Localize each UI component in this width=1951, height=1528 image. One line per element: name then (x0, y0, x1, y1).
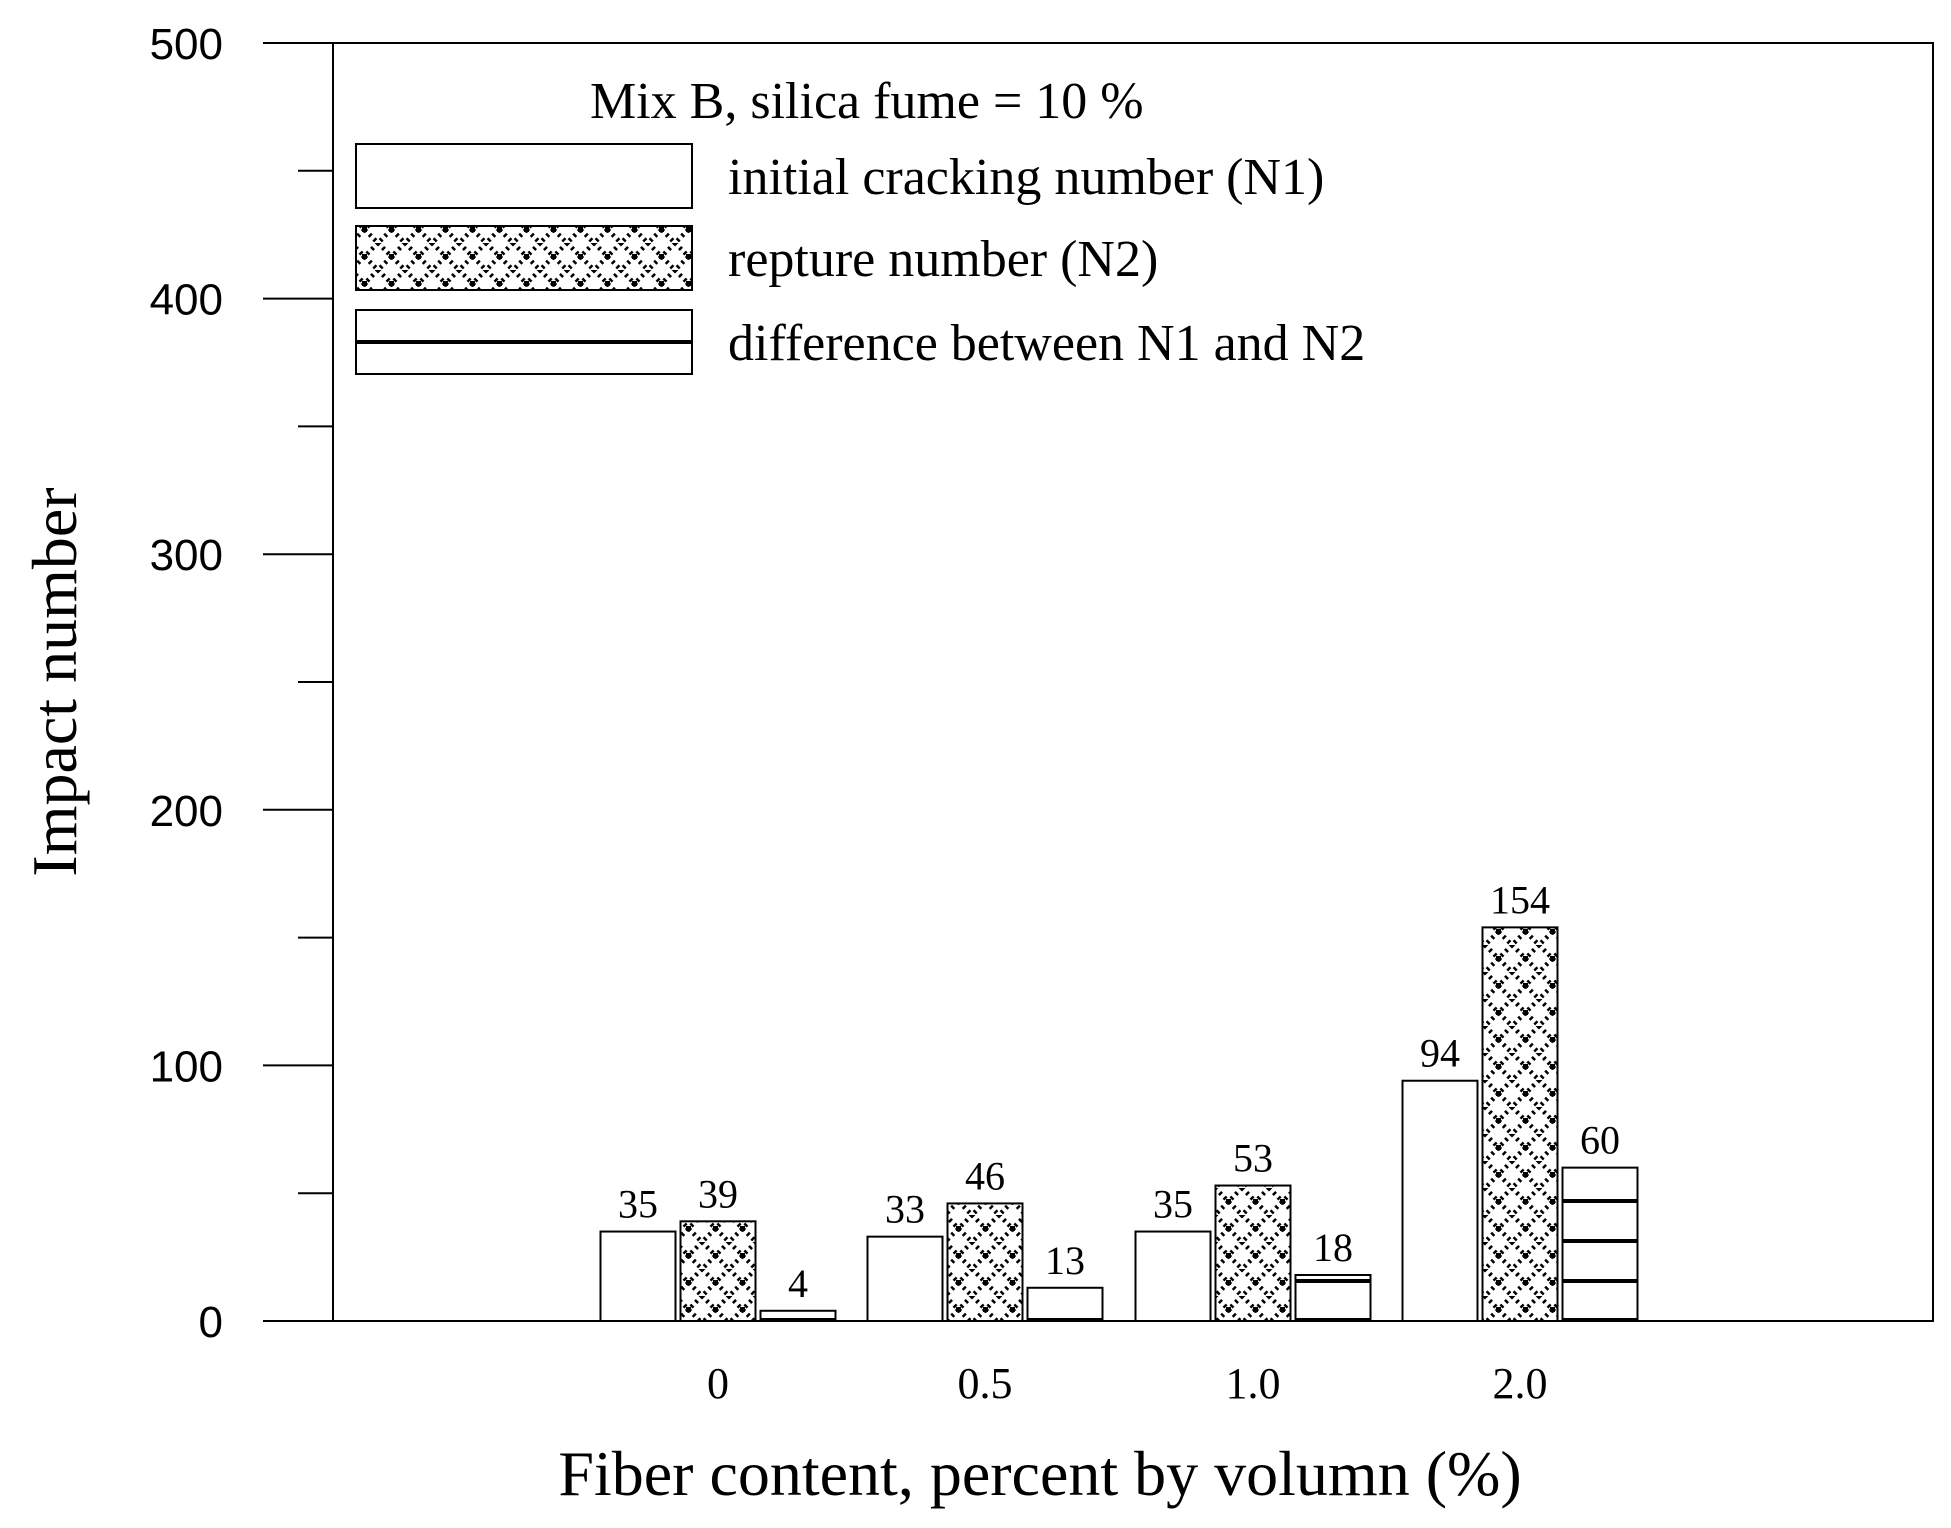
data-label: 39 (698, 1171, 738, 1216)
x-tick-label: 0.5 (958, 1359, 1013, 1408)
y-tick-label: 400 (150, 276, 223, 325)
y-tick-label: 0 (199, 1298, 223, 1347)
legend: Mix B, silica fume = 10 % initial cracki… (355, 73, 1365, 375)
data-label: 4 (788, 1261, 808, 1306)
data-label: 154 (1490, 877, 1550, 922)
data-label: 60 (1580, 1118, 1620, 1163)
data-label: 46 (965, 1153, 1005, 1198)
data-label: 35 (618, 1182, 658, 1227)
bar (679, 1220, 757, 1323)
bar (1401, 1079, 1479, 1322)
bar (1026, 1286, 1104, 1322)
y-tick-label: 200 (150, 787, 223, 836)
chart-annotation: Mix B, silica fume = 10 % (590, 73, 1144, 130)
legend-label: initial cracking number (N1) (728, 149, 1324, 206)
x-axis-title: Fiber content, percent by volumn (%) (558, 1438, 1521, 1509)
data-label: 18 (1313, 1225, 1353, 1270)
legend-swatch (355, 225, 693, 291)
bars: 35 39 4 33 46 13 35 53 18 94 154 60 (599, 877, 1639, 1323)
data-label: 13 (1045, 1238, 1085, 1283)
y-axis: 0 100 200 300 400 500 (150, 20, 333, 1347)
data-label: 94 (1420, 1031, 1460, 1076)
legend-label: repture number (N2) (728, 231, 1158, 288)
bar-hatch (1562, 1199, 1638, 1321)
bar-hatch (1295, 1279, 1371, 1321)
bar (1134, 1230, 1212, 1323)
y-axis-title: Impact number (19, 487, 90, 876)
bar (1481, 926, 1559, 1322)
x-tick-label: 2.0 (1493, 1359, 1548, 1408)
bar (866, 1235, 944, 1322)
bar (1214, 1184, 1292, 1322)
bar (946, 1202, 1024, 1322)
legend-label: difference between N1 and N2 (728, 315, 1365, 372)
legend-swatch (355, 143, 693, 209)
y-tick-label: 500 (150, 20, 223, 69)
data-label: 33 (885, 1187, 925, 1232)
bar (599, 1230, 677, 1323)
y-tick-label: 100 (150, 1042, 223, 1091)
y-tick-label: 300 (150, 531, 223, 580)
x-tick-label: 0 (707, 1359, 729, 1408)
data-label: 53 (1233, 1136, 1273, 1181)
data-label: 35 (1153, 1182, 1193, 1227)
x-tick-label: 1.0 (1226, 1359, 1281, 1408)
bar (1561, 1166, 1639, 1323)
x-axis: 0 0.5 1.0 2.0 (707, 1359, 1548, 1408)
